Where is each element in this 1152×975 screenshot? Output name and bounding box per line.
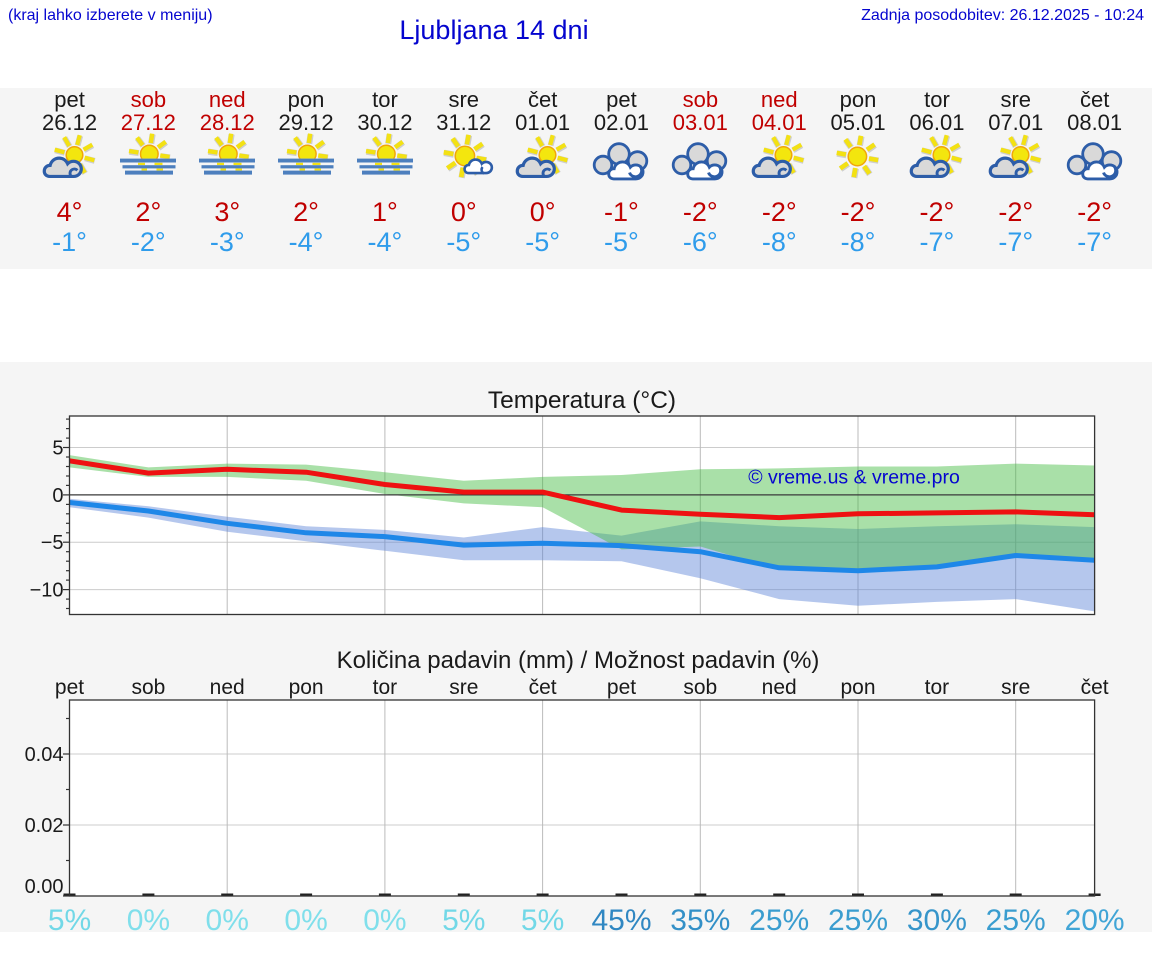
svg-text:pon: pon — [840, 676, 875, 699]
svg-text:−5: −5 — [41, 532, 64, 554]
svg-text:pet: pet — [607, 676, 636, 699]
svg-text:tor: tor — [373, 676, 398, 699]
svg-text:30%: 30% — [907, 904, 967, 932]
svg-text:Temperatura (°C): Temperatura (°C) — [488, 387, 676, 414]
svg-text:Količina padavin (mm) / Možnos: Količina padavin (mm) / Možnost padavin … — [337, 647, 820, 674]
svg-text:35%: 35% — [670, 904, 730, 932]
svg-text:0%: 0% — [284, 904, 327, 932]
svg-text:čet: čet — [1081, 676, 1109, 699]
svg-text:0.04: 0.04 — [25, 744, 64, 766]
svg-text:25%: 25% — [828, 904, 888, 932]
svg-text:0.02: 0.02 — [25, 815, 64, 837]
svg-text:sob: sob — [131, 676, 165, 699]
svg-text:0%: 0% — [206, 904, 249, 932]
svg-text:sob: sob — [683, 676, 717, 699]
svg-text:5%: 5% — [521, 904, 564, 932]
svg-text:sre: sre — [1001, 676, 1030, 699]
svg-text:pet: pet — [55, 676, 84, 699]
svg-text:20%: 20% — [1065, 904, 1125, 932]
svg-text:0: 0 — [52, 485, 63, 507]
svg-text:5%: 5% — [48, 904, 91, 932]
svg-text:25%: 25% — [749, 904, 809, 932]
svg-text:5: 5 — [52, 438, 63, 460]
svg-text:ned: ned — [762, 676, 797, 699]
svg-text:5%: 5% — [442, 904, 485, 932]
svg-text:pon: pon — [289, 676, 324, 699]
svg-text:45%: 45% — [591, 904, 651, 932]
svg-text:čet: čet — [529, 676, 557, 699]
svg-text:tor: tor — [925, 676, 950, 699]
svg-text:ned: ned — [210, 676, 245, 699]
svg-text:0%: 0% — [127, 904, 170, 932]
svg-text:−10: −10 — [30, 580, 64, 602]
svg-text:© vreme.us & vreme.pro: © vreme.us & vreme.pro — [748, 467, 960, 489]
svg-text:0%: 0% — [363, 904, 406, 932]
svg-text:sre: sre — [449, 676, 478, 699]
svg-text:25%: 25% — [986, 904, 1046, 932]
svg-text:0.00: 0.00 — [25, 876, 64, 898]
